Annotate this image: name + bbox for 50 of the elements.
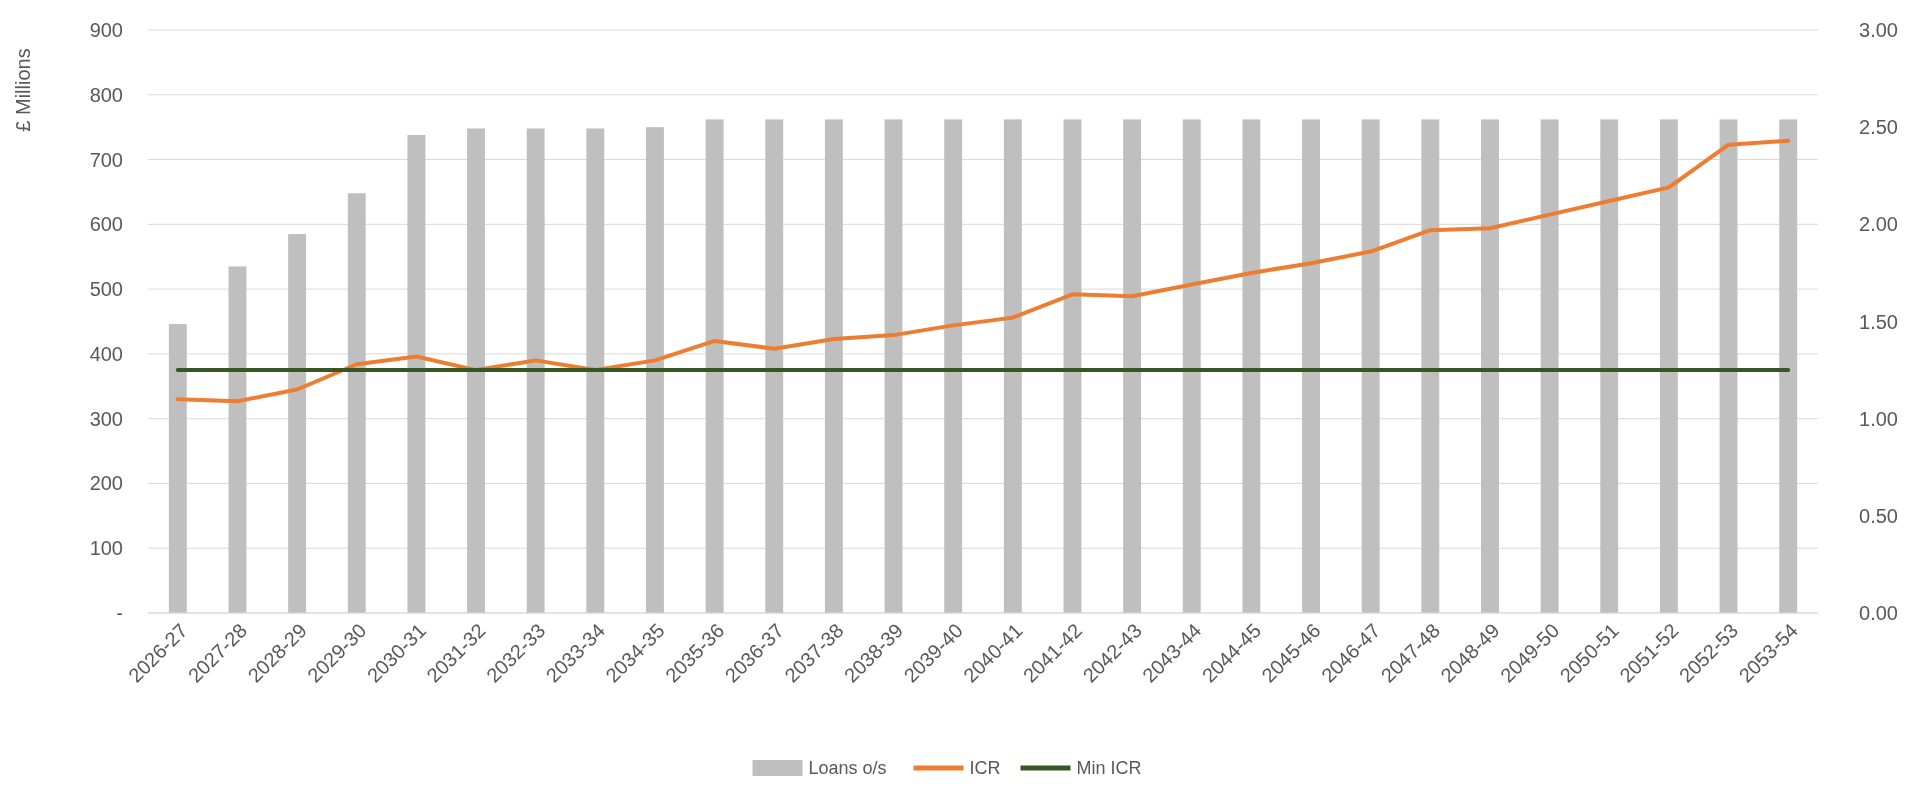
bar [1421, 119, 1440, 613]
bar [168, 324, 187, 613]
bar [1481, 119, 1499, 613]
bar [646, 127, 664, 613]
y2-tick-label: 1.50 [1859, 310, 1898, 333]
bar [586, 128, 605, 613]
y-axis-title: £ Millions [12, 48, 34, 132]
y2-tick-label: 0.50 [1859, 504, 1898, 527]
bar [526, 128, 545, 613]
legend-label: Min ICR [1076, 758, 1142, 779]
bar [1600, 119, 1619, 613]
bar [1302, 119, 1320, 613]
bar [1003, 119, 1022, 613]
bar [1123, 119, 1142, 613]
bar [1182, 119, 1201, 613]
y-tick-label: - [116, 602, 123, 624]
bar [944, 119, 963, 613]
y2-tick-label: 2.00 [1859, 213, 1898, 236]
bar [228, 266, 247, 613]
bar [1719, 119, 1738, 613]
legend-label: ICR [969, 758, 1001, 779]
y-tick-label: 600 [89, 213, 123, 236]
y-tick-label: 900 [89, 19, 123, 41]
bar [1242, 119, 1261, 613]
bar [467, 128, 485, 613]
y-tick-label: 700 [89, 148, 123, 171]
bar [347, 193, 366, 613]
y2-tick-label: 0.00 [1859, 602, 1898, 624]
bar [824, 119, 843, 613]
bar [884, 119, 903, 613]
bar [407, 134, 426, 613]
bar [1063, 119, 1082, 613]
y-tick-label: 300 [89, 407, 123, 430]
y2-tick-label: 3.00 [1859, 19, 1898, 41]
y-tick-label: 400 [89, 342, 123, 365]
y2-tick-label: 1.00 [1859, 407, 1898, 430]
y-tick-label: 500 [89, 278, 123, 301]
bar [705, 119, 724, 613]
bar [1540, 119, 1559, 613]
legend-label: Loans o/s [808, 758, 887, 779]
y-tick-label: 800 [89, 83, 123, 106]
bar [1779, 119, 1798, 613]
bar [765, 119, 784, 613]
bar [288, 234, 307, 613]
y-tick-label: 100 [89, 537, 123, 560]
bar [1659, 119, 1678, 613]
y2-tick-label: 2.50 [1859, 116, 1898, 139]
line-series [175, 138, 1791, 404]
y-tick-label: 200 [89, 472, 123, 495]
bar [1361, 119, 1380, 613]
